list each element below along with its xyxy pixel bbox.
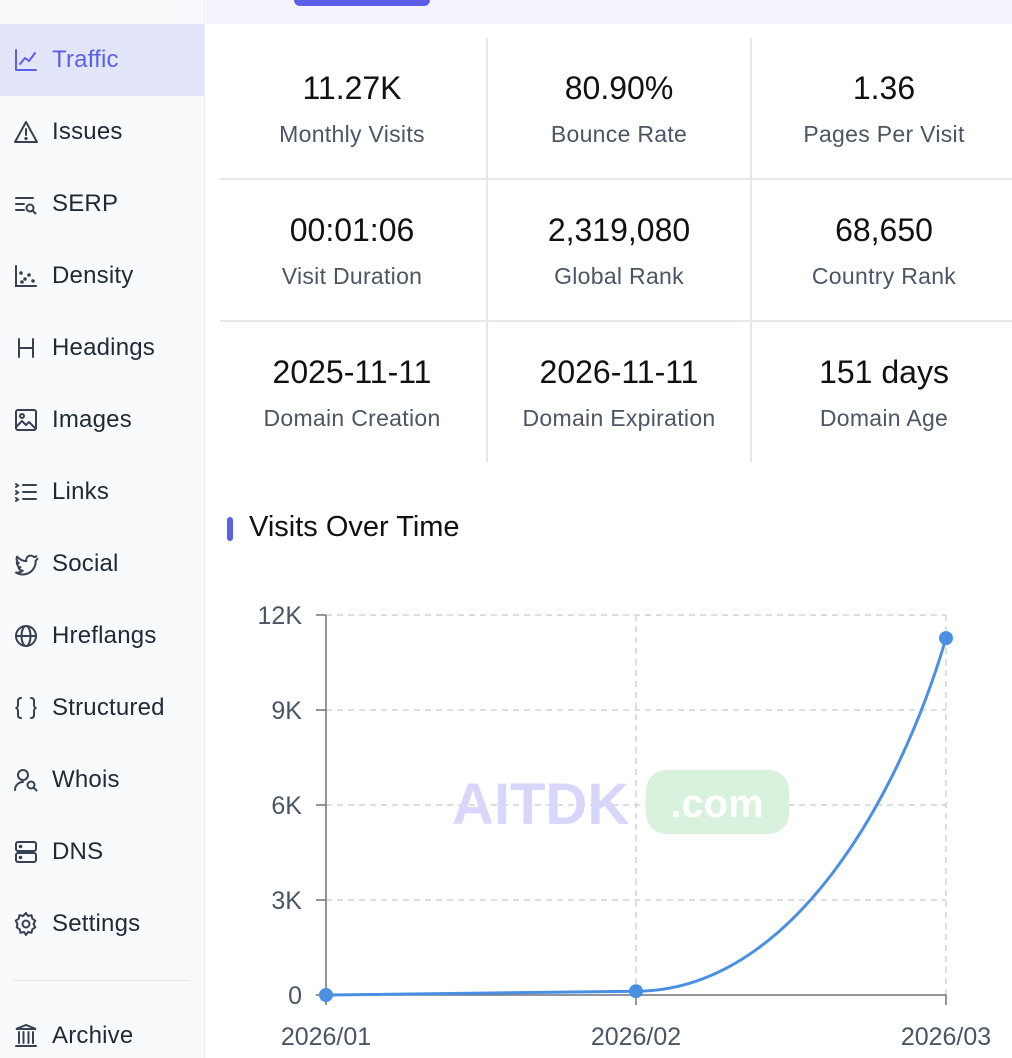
- data-point[interactable]: [939, 631, 953, 646]
- stat-label: Visit Duration: [281, 262, 423, 289]
- stat-label: Domain Age: [819, 404, 949, 431]
- sidebar-item-label: Density: [52, 262, 134, 289]
- grid-divider: [486, 38, 488, 462]
- stat-bounce-rate: 80.90% Bounce Rate: [487, 38, 751, 179]
- globe-icon: [12, 622, 40, 650]
- sidebar-item-whois[interactable]: Whois: [0, 744, 204, 816]
- sidebar-item-archive[interactable]: Archive: [0, 1000, 204, 1058]
- stat-monthly-visits: 11.27K Monthly Visits: [220, 38, 484, 179]
- stats-grid: 11.27K Monthly Visits 80.90% Bounce Rate…: [220, 38, 1012, 462]
- watermark-badge: [646, 770, 789, 834]
- grid-divider: [220, 178, 1012, 180]
- sidebar-item-structured[interactable]: Structured: [0, 672, 204, 744]
- stat-domain-creation: 2025-11-11 Domain Creation: [220, 322, 484, 463]
- grid-divider: [750, 38, 752, 462]
- stat-value: 68,650: [835, 211, 933, 248]
- stat-pages-per-visit: 1.36 Pages Per Visit: [752, 38, 1012, 179]
- series-line: [325, 637, 948, 997]
- sidebar-item-label: Social: [52, 550, 119, 577]
- sidebar-item-label: Hreflangs: [52, 622, 157, 649]
- sidebar-item-settings[interactable]: Settings: [0, 888, 204, 960]
- y-tick-label: 9K: [271, 697, 302, 725]
- sidebar-item-label: SERP: [52, 190, 119, 217]
- sidebar-divider: [14, 980, 190, 981]
- stat-label: Domain Creation: [263, 404, 441, 431]
- sidebar-item-social[interactable]: Social: [0, 528, 204, 600]
- x-tick-label: 2026/03: [901, 1023, 991, 1051]
- y-tick-label: 3K: [271, 887, 302, 915]
- search-list-icon: [12, 190, 40, 218]
- scatter-icon: [12, 262, 40, 290]
- stat-visit-duration: 00:01:06 Visit Duration: [220, 180, 484, 321]
- image-icon: [12, 406, 40, 434]
- sidebar-item-label: DNS: [52, 838, 104, 865]
- stat-value: 80.90%: [564, 69, 674, 106]
- sidebar-item-density[interactable]: Density: [0, 240, 204, 312]
- stat-domain-age: 151 days Domain Age: [752, 322, 1012, 463]
- sidebar: Traffic Issues SERP Density Headings Ima…: [0, 0, 205, 1058]
- sidebar-item-label: Traffic: [52, 46, 119, 73]
- line-chart-icon: [12, 46, 40, 74]
- sidebar-item-label: Archive: [52, 1022, 134, 1049]
- stat-label: Domain Expiration: [522, 404, 716, 431]
- stat-value: 2025-11-11: [272, 353, 432, 390]
- sidebar-item-label: Headings: [52, 334, 156, 361]
- warning-icon: [12, 118, 40, 146]
- stat-label: Global Rank: [554, 262, 684, 289]
- sidebar-item-headings[interactable]: Headings: [0, 312, 204, 384]
- braces-icon: [12, 694, 40, 722]
- sidebar-item-label: Structured: [52, 694, 165, 721]
- chart-title-accent: [227, 517, 233, 541]
- watermark-brand: AITDK: [452, 772, 629, 837]
- stat-global-rank: 2,319,080 Global Rank: [487, 180, 751, 321]
- sidebar-item-hreflangs[interactable]: Hreflangs: [0, 600, 204, 672]
- heading-icon: [12, 334, 40, 362]
- stat-value: 1.36: [852, 69, 916, 106]
- stat-value: 2026-11-11: [539, 353, 699, 390]
- sidebar-item-traffic[interactable]: Traffic: [0, 24, 204, 96]
- visits-chart: AITDK .com 0 3K 6K 9K 12K 2026/01 2026/02 2026/…: [258, 602, 992, 1051]
- server-icon: [12, 838, 40, 866]
- y-tick-label: 12K: [258, 602, 303, 630]
- x-tick-label: 2026/01: [281, 1023, 371, 1051]
- gear-icon: [12, 910, 40, 938]
- data-point[interactable]: [629, 984, 643, 999]
- sidebar-item-label: Settings: [52, 910, 141, 937]
- stat-country-rank: 68,650 Country Rank: [752, 180, 1012, 321]
- top-tab-strip: [206, 0, 1012, 24]
- sidebar-item-label: Links: [52, 478, 110, 505]
- data-point[interactable]: [319, 988, 333, 1002]
- stat-value: 151 days: [819, 353, 949, 390]
- y-tick-label: 6K: [271, 792, 302, 820]
- sidebar-item-label: Images: [52, 406, 132, 433]
- stat-label: Monthly Visits: [279, 120, 425, 147]
- stat-label: Pages Per Visit: [803, 120, 965, 147]
- sidebar-item-serp[interactable]: SERP: [0, 168, 204, 240]
- active-tab-indicator[interactable]: [294, 0, 430, 6]
- archive-icon: [12, 1022, 40, 1050]
- stat-label: Bounce Rate: [550, 120, 688, 147]
- stat-value: 11.27K: [302, 69, 402, 106]
- sidebar-item-links[interactable]: Links: [0, 456, 204, 528]
- grid-divider: [220, 320, 1012, 322]
- stat-label: Country Rank: [811, 262, 957, 289]
- twitter-icon: [12, 550, 40, 578]
- watermark: AITDK .com: [452, 770, 789, 837]
- chart-title: Visits Over Time: [249, 511, 460, 543]
- sidebar-item-issues[interactable]: Issues: [0, 96, 204, 168]
- sidebar-item-label: Whois: [52, 766, 120, 793]
- y-tick-label: 0: [288, 982, 302, 1010]
- watermark-suffix: .com: [670, 782, 763, 826]
- stat-domain-expiration: 2026-11-11 Domain Expiration: [487, 322, 751, 463]
- stat-value: 2,319,080: [547, 211, 691, 248]
- stat-value: 00:01:06: [289, 211, 415, 248]
- sidebar-item-images[interactable]: Images: [0, 384, 204, 456]
- sidebar-item-label: Issues: [52, 118, 123, 145]
- user-search-icon: [12, 766, 40, 794]
- sidebar-item-dns[interactable]: DNS: [0, 816, 204, 888]
- ordered-list-icon: [12, 478, 40, 506]
- x-tick-label: 2026/02: [591, 1023, 681, 1051]
